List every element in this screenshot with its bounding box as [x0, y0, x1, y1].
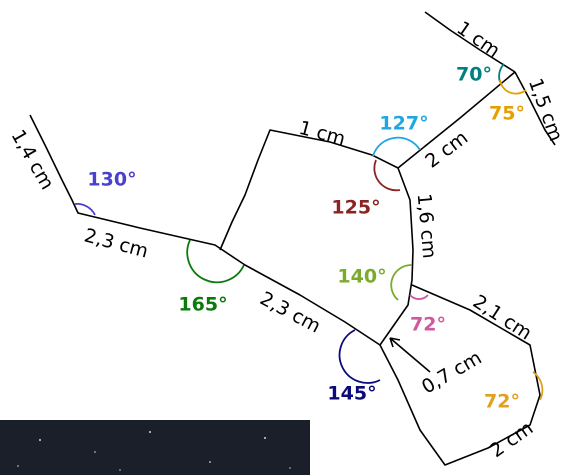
angle-label: 75° — [489, 103, 525, 125]
length-label: 0,7 cm — [418, 347, 485, 399]
angle-label: 70° — [456, 64, 492, 86]
angle-label: 140° — [337, 266, 386, 288]
angle-label: 72° — [410, 314, 446, 336]
length-label: 1,4 cm — [7, 126, 59, 193]
angle-label: 165° — [178, 294, 227, 316]
angle-label: 130° — [87, 169, 136, 191]
length-label: 2 cm — [421, 127, 472, 173]
angle-label: 127° — [379, 113, 428, 135]
length-label: 1 cm — [453, 17, 504, 62]
length-label: 1,6 cm — [413, 193, 441, 260]
angle-label: 72° — [484, 391, 520, 413]
angle-label: 145° — [327, 383, 376, 405]
length-label: 1,5 cm — [524, 75, 565, 144]
length-label: 2,3 cm — [82, 224, 151, 262]
length-label: 2,1 cm — [469, 291, 536, 345]
photo — [0, 420, 310, 475]
diagram: 1 cm 1,5 cm 1,4 cm 1 cm 2 cm 1,6 cm 2,3 … — [0, 0, 565, 475]
length-label: 2,3 cm — [256, 288, 324, 338]
angle-label: 125° — [331, 197, 380, 219]
length-label: 1 cm — [297, 117, 348, 150]
